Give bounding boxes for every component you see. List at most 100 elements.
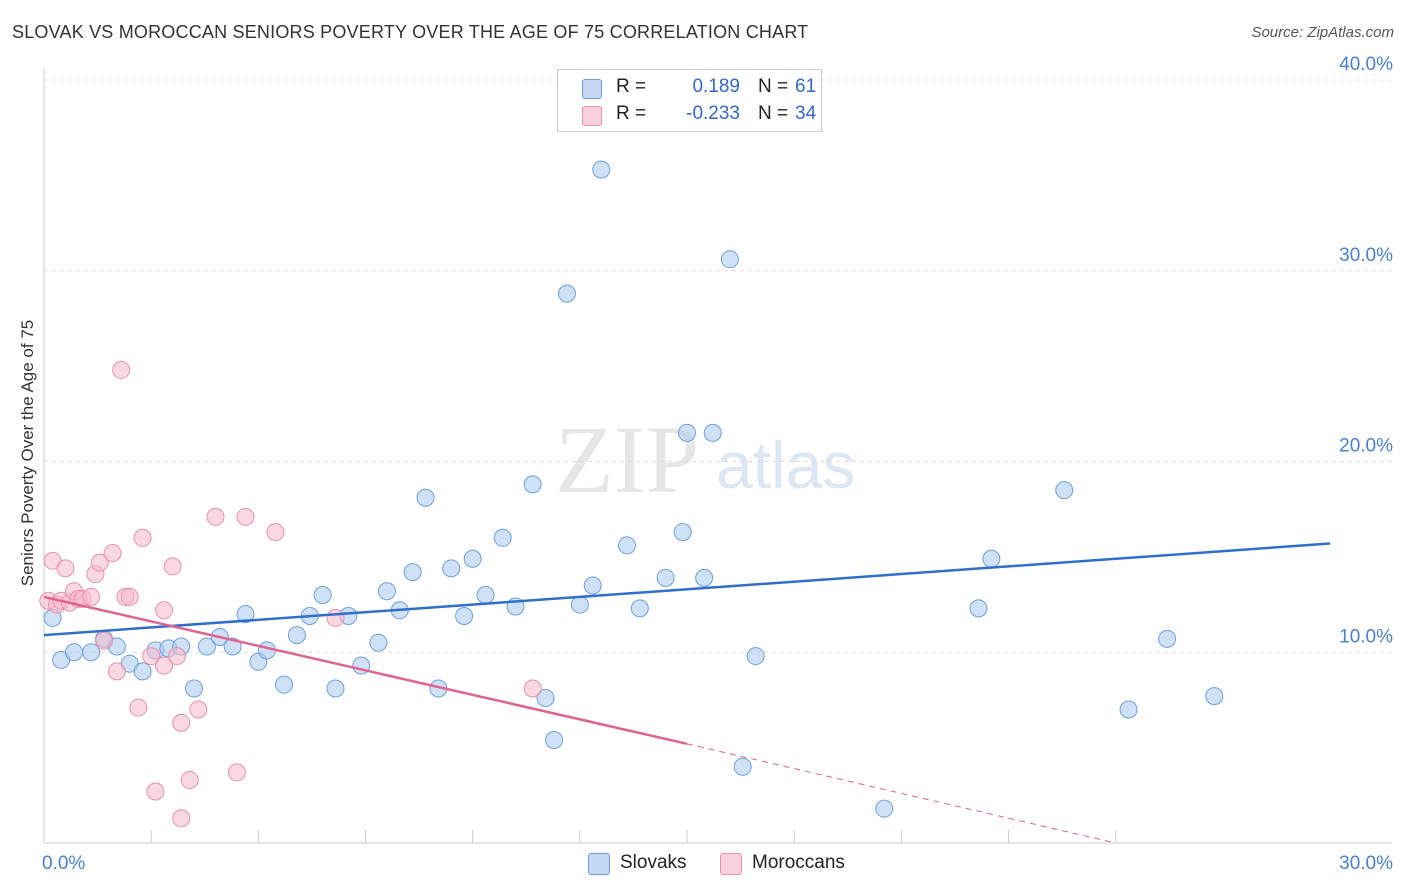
moroccan-point xyxy=(206,507,225,526)
slovak-point xyxy=(1055,481,1074,500)
slovak-point xyxy=(369,633,388,652)
slovak-point xyxy=(493,528,512,547)
slovak-point xyxy=(545,730,564,749)
moroccan-point xyxy=(129,698,148,717)
legend-n-label: N = xyxy=(758,103,789,124)
moroccan-point xyxy=(112,360,131,379)
y-tick-label: 30.0% xyxy=(1339,245,1393,266)
slovak-point xyxy=(557,284,576,303)
y-tick-label: 10.0% xyxy=(1339,626,1393,647)
y-tick-label: 40.0% xyxy=(1339,54,1393,75)
slovak-point xyxy=(746,647,765,666)
x-tick-label-max: 30.0% xyxy=(1339,853,1393,874)
slovak-point xyxy=(133,662,152,681)
moroccan-point xyxy=(90,553,109,572)
slovak-point xyxy=(617,536,636,555)
moroccan-point xyxy=(120,587,139,606)
slovak-point xyxy=(523,475,542,494)
y-tick-label: 20.0% xyxy=(1339,436,1393,457)
slovak-point xyxy=(463,549,482,568)
moroccan-point xyxy=(155,601,174,620)
moroccan-point xyxy=(146,782,165,801)
slovaks-trend-line xyxy=(43,542,1331,637)
moroccans-points xyxy=(39,360,542,828)
slovaks-points xyxy=(43,160,1224,818)
legend-n-label: N = xyxy=(758,76,789,97)
legend-n-value: 61 xyxy=(795,76,817,97)
tick-labels: 10.0% 20.0% 30.0% 40.0% 0.0% 30.0% xyxy=(42,54,1393,874)
moroccan-point xyxy=(172,809,191,828)
slovak-point xyxy=(695,568,714,587)
watermark-atlas: atlas xyxy=(716,428,855,502)
chart-title: SLOVAK VS MOROCCAN SENIORS POVERTY OVER … xyxy=(12,22,809,42)
watermark: ZIP atlas xyxy=(555,406,855,513)
slovak-point xyxy=(673,523,692,542)
moroccan-point xyxy=(523,679,542,698)
legend-n-value: 34 xyxy=(795,103,817,124)
legend-swatch-slovaks xyxy=(582,79,602,99)
legend-r-label: R = xyxy=(616,76,647,97)
slovak-point xyxy=(197,637,216,656)
slovak-point xyxy=(733,757,752,776)
slovak-point xyxy=(326,679,345,698)
slovak-point xyxy=(403,563,422,582)
moroccan-point xyxy=(95,631,114,650)
grid-lines xyxy=(44,79,1392,653)
moroccan-point xyxy=(236,507,255,526)
moroccan-point xyxy=(227,763,246,782)
slovak-point xyxy=(1119,700,1138,719)
moroccans-trend-extension xyxy=(686,743,1116,844)
slovak-point xyxy=(416,488,435,507)
slovak-point xyxy=(703,423,722,442)
watermark-zip: ZIP xyxy=(555,406,699,513)
moroccan-point xyxy=(163,557,182,576)
moroccan-point xyxy=(326,608,345,627)
slovak-point xyxy=(313,586,332,605)
slovak-point xyxy=(570,595,589,614)
slovak-point xyxy=(287,626,306,645)
moroccan-point xyxy=(107,662,126,681)
bottom-legend-swatch-slovaks xyxy=(588,853,610,875)
source-label: Source: ZipAtlas.com xyxy=(1251,24,1394,41)
moroccan-point xyxy=(172,713,191,732)
moroccan-point xyxy=(103,544,122,563)
moroccan-point xyxy=(56,559,75,578)
slovak-point xyxy=(982,549,1001,568)
slovak-point xyxy=(377,582,396,601)
legend: R = 0.189 N = 61 R = -0.233 N = 34 xyxy=(557,69,822,132)
x-tick-label-min: 0.0% xyxy=(42,853,85,874)
slovak-point xyxy=(592,160,611,179)
slovak-point xyxy=(82,643,101,662)
moroccan-point xyxy=(82,587,101,606)
slovak-point xyxy=(656,568,675,587)
slovak-point xyxy=(536,689,555,708)
slovak-point xyxy=(875,799,894,818)
slovak-point xyxy=(969,599,988,618)
slovak-point xyxy=(65,643,84,662)
slovak-point xyxy=(223,637,242,656)
moroccans-trend-line xyxy=(43,595,688,746)
legend-r-value: 0.189 xyxy=(692,76,740,97)
slovak-point xyxy=(1205,687,1224,706)
moroccan-point xyxy=(155,656,174,675)
bottom-legend-label: Slovaks xyxy=(620,852,687,873)
axes xyxy=(43,68,1392,844)
slovak-point xyxy=(236,605,255,624)
slovak-point xyxy=(1158,629,1177,648)
bottom-legend-swatch-moroccans xyxy=(720,853,742,875)
moroccan-point xyxy=(189,700,208,719)
legend-swatch-moroccans xyxy=(582,106,602,126)
slovak-point xyxy=(678,423,696,442)
slovak-point xyxy=(275,675,294,694)
moroccan-point xyxy=(142,647,161,666)
slovak-point xyxy=(476,586,495,605)
legend-r-label: R = xyxy=(616,103,647,124)
moroccan-point xyxy=(266,523,285,542)
bottom-legend-label: Moroccans xyxy=(752,852,845,873)
slovak-point xyxy=(720,250,739,269)
moroccan-point xyxy=(180,771,199,790)
moroccan-point xyxy=(133,528,152,547)
trend-lines xyxy=(43,542,1331,844)
moroccan-point xyxy=(167,647,186,666)
